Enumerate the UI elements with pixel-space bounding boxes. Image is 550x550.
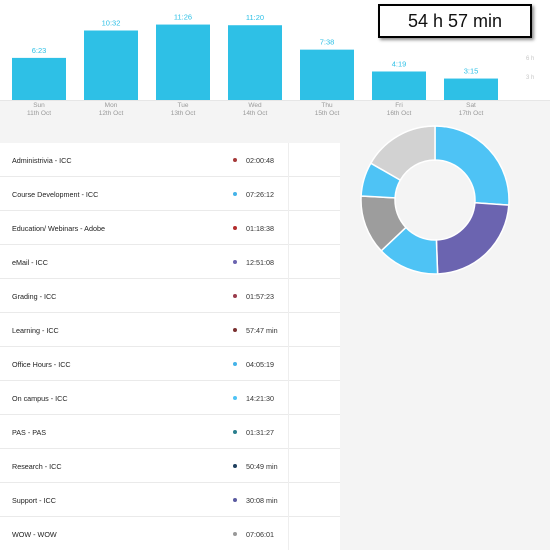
day-label-tue: Tue 13th Oct [147,102,219,118]
day-label-sun: Sun 11th Oct [3,102,75,118]
day-label-fri: Fri 16th Oct [363,102,435,118]
activity-time: 07:26:12 [246,190,274,199]
bar-value-label: 7:38 [320,38,335,47]
activity-label: PAS - PAS [12,428,47,437]
activity-time: 57:47 min [246,326,278,335]
list-item[interactable]: On campus - ICC 14:21:30 [0,381,340,415]
activity-time: 14:21:30 [246,394,274,403]
activity-label: Administrivia - ICC [12,156,72,165]
activity-label: On campus - ICC [12,394,68,403]
day-date: 17th Oct [458,110,484,117]
bar-fri[interactable] [372,71,426,100]
activity-label: Support - ICC [12,496,56,505]
list-item[interactable]: Office Hours - ICC 04:05:19 [0,347,340,381]
day-name: Fri [395,102,403,109]
activity-label: Office Hours - ICC [12,360,71,369]
list-item[interactable]: Learning - ICC 57:47 min [0,313,340,347]
day-date: 15th Oct [314,110,340,117]
day-date: 16th Oct [386,110,412,117]
donut-slice-1[interactable] [435,201,510,275]
bar-sun[interactable] [12,57,66,100]
activity-list: Administrivia - ICC 02:00:48 Course Develo… [0,143,340,550]
activity-label: Learning - ICC [12,326,59,335]
day-label-sat: Sat 17th Oct [435,102,507,118]
bar-value-label: 6:23 [32,46,47,55]
color-dot-icon [233,158,237,162]
activity-time: 07:06:01 [246,530,274,539]
activity-label: Research - ICC [12,462,62,471]
list-item[interactable]: eMail - ICC 12:51:08 [0,245,340,279]
color-dot-icon [233,498,237,502]
bar-sat[interactable] [444,78,498,100]
day-name: Sat [466,102,476,109]
bar-value-label: 4:19 [392,59,407,68]
donut-slice-5[interactable] [369,125,436,182]
day-name: Wed [248,102,262,109]
bar-value-label: 11:26 [174,13,192,22]
list-item[interactable]: Course Development - ICC 07:26:12 [0,177,340,211]
bar-wed[interactable] [228,25,282,100]
activity-time: 50:49 min [246,462,278,471]
color-dot-icon [233,396,237,400]
bar-tue[interactable] [156,24,210,100]
x-axis-line [0,100,550,101]
list-item[interactable]: WOW - WOW 07:06:01 [0,517,340,550]
color-dot-icon [233,464,237,468]
donut-slice-0[interactable] [434,125,510,206]
daily-bar-chart: 6:23 10:32 11:26 11:20 7:38 4:19 3:15 [12,13,498,100]
activity-time: 01:31:27 [246,428,274,437]
day-label-wed: Wed 14th Oct [219,102,291,118]
list-item[interactable]: Administrivia - ICC 02:00:48 [0,143,340,177]
day-name: Sun [33,102,45,109]
activity-time: 01:57:23 [246,292,274,301]
bar-mon[interactable] [84,30,138,100]
list-item[interactable]: Education/ Webinars - Adobe 01:18:38 [0,211,340,245]
activity-donut-chart [360,125,510,275]
list-item[interactable]: PAS - PAS 01:31:27 [0,415,340,449]
day-date: 11th Oct [26,110,52,117]
activity-label: eMail - ICC [12,258,48,267]
color-dot-icon [233,226,237,230]
bar-value-label: 10:32 [102,19,121,28]
list-item[interactable]: Grading - ICC 01:57:23 [0,279,340,313]
day-name: Thu [321,102,333,109]
day-date: 14th Oct [242,110,268,117]
color-dot-icon [233,362,237,366]
color-dot-icon [233,430,237,434]
activity-label: Education/ Webinars - Adobe [12,224,105,233]
color-dot-icon [233,260,237,264]
total-time-badge: 54 h 57 min [378,4,532,38]
list-item[interactable]: Research - ICC 50:49 min [0,449,340,483]
day-date: 13th Oct [170,110,196,117]
color-dot-icon [233,294,237,298]
bar-thu[interactable] [300,49,354,100]
day-date: 12th Oct [98,110,124,117]
list-divider [288,143,289,550]
activity-time: 02:00:48 [246,156,274,165]
activity-time: 12:51:08 [246,258,274,267]
activity-time: 04:05:19 [246,360,274,369]
activity-label: WOW - WOW [12,530,57,539]
day-labels: Sun 11th Oct Mon 12th Oct Tue 13th Oct Wed 14th… [0,102,550,124]
bar-value-label: 11:20 [246,13,264,22]
activity-label: Course Development - ICC [12,190,99,199]
hour-mark: 6 h [526,56,535,62]
activity-time: 01:18:38 [246,224,274,233]
color-dot-icon [233,328,237,332]
activity-time: 30:08 min [246,496,278,505]
day-name: Mon [104,102,118,109]
day-label-mon: Mon 12th Oct [75,102,147,118]
day-label-thu: Thu 15th Oct [291,102,363,118]
color-dot-icon [233,192,237,196]
list-item[interactable]: Support - ICC 30:08 min [0,483,340,517]
activity-label: Grading - ICC [12,292,57,301]
color-dot-icon [233,532,237,536]
day-name: Tue [177,102,189,109]
bar-value-label: 3:15 [464,67,479,76]
hour-mark: 3 h [526,75,535,81]
